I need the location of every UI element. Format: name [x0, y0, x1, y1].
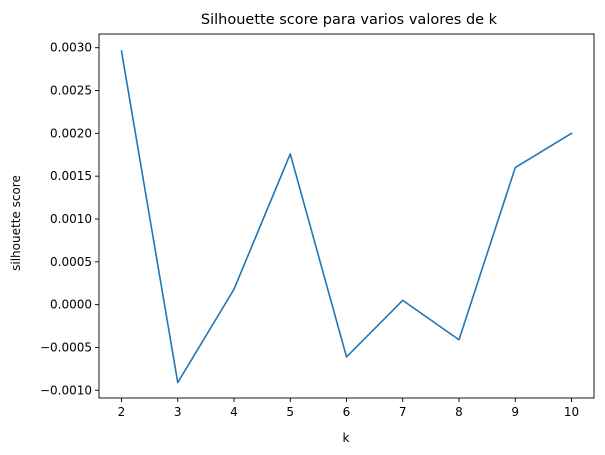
x-tick-label: 10 — [564, 405, 579, 419]
x-tick-label: 9 — [511, 405, 519, 419]
y-tick-label: 0.0000 — [50, 298, 92, 312]
x-tick-label: 8 — [455, 405, 463, 419]
y-tick-label: 0.0005 — [50, 255, 92, 269]
x-tick-label: 2 — [118, 405, 126, 419]
x-tick-label: 7 — [399, 405, 407, 419]
series-line-0 — [120, 50, 573, 384]
y-tick-label: 0.0010 — [50, 212, 92, 226]
x-tick-label: 5 — [286, 405, 294, 419]
x-tick-label: 3 — [174, 405, 182, 419]
chart-title: Silhouette score para varios valores de … — [201, 12, 498, 28]
axes-frame — [98, 33, 595, 399]
x-axis-label: k — [343, 431, 350, 445]
y-tick-label: 0.0030 — [50, 41, 92, 55]
x-tick-label: 4 — [230, 405, 238, 419]
y-tick-label: 0.0015 — [50, 169, 92, 183]
y-tick-label: −0.0010 — [40, 383, 92, 397]
y-tick-label: −0.0005 — [40, 340, 92, 354]
y-tick-label: 0.0025 — [50, 84, 92, 98]
plot-area: 2 3 4 5 6 7 8 9 10 −0.0010 −0.0005 0.0000 0.0005 0.00… — [40, 33, 595, 419]
y-axis-label: silhouette score — [9, 175, 23, 271]
x-tick-label: 6 — [343, 405, 351, 419]
y-tick-label: 0.0020 — [50, 126, 92, 140]
